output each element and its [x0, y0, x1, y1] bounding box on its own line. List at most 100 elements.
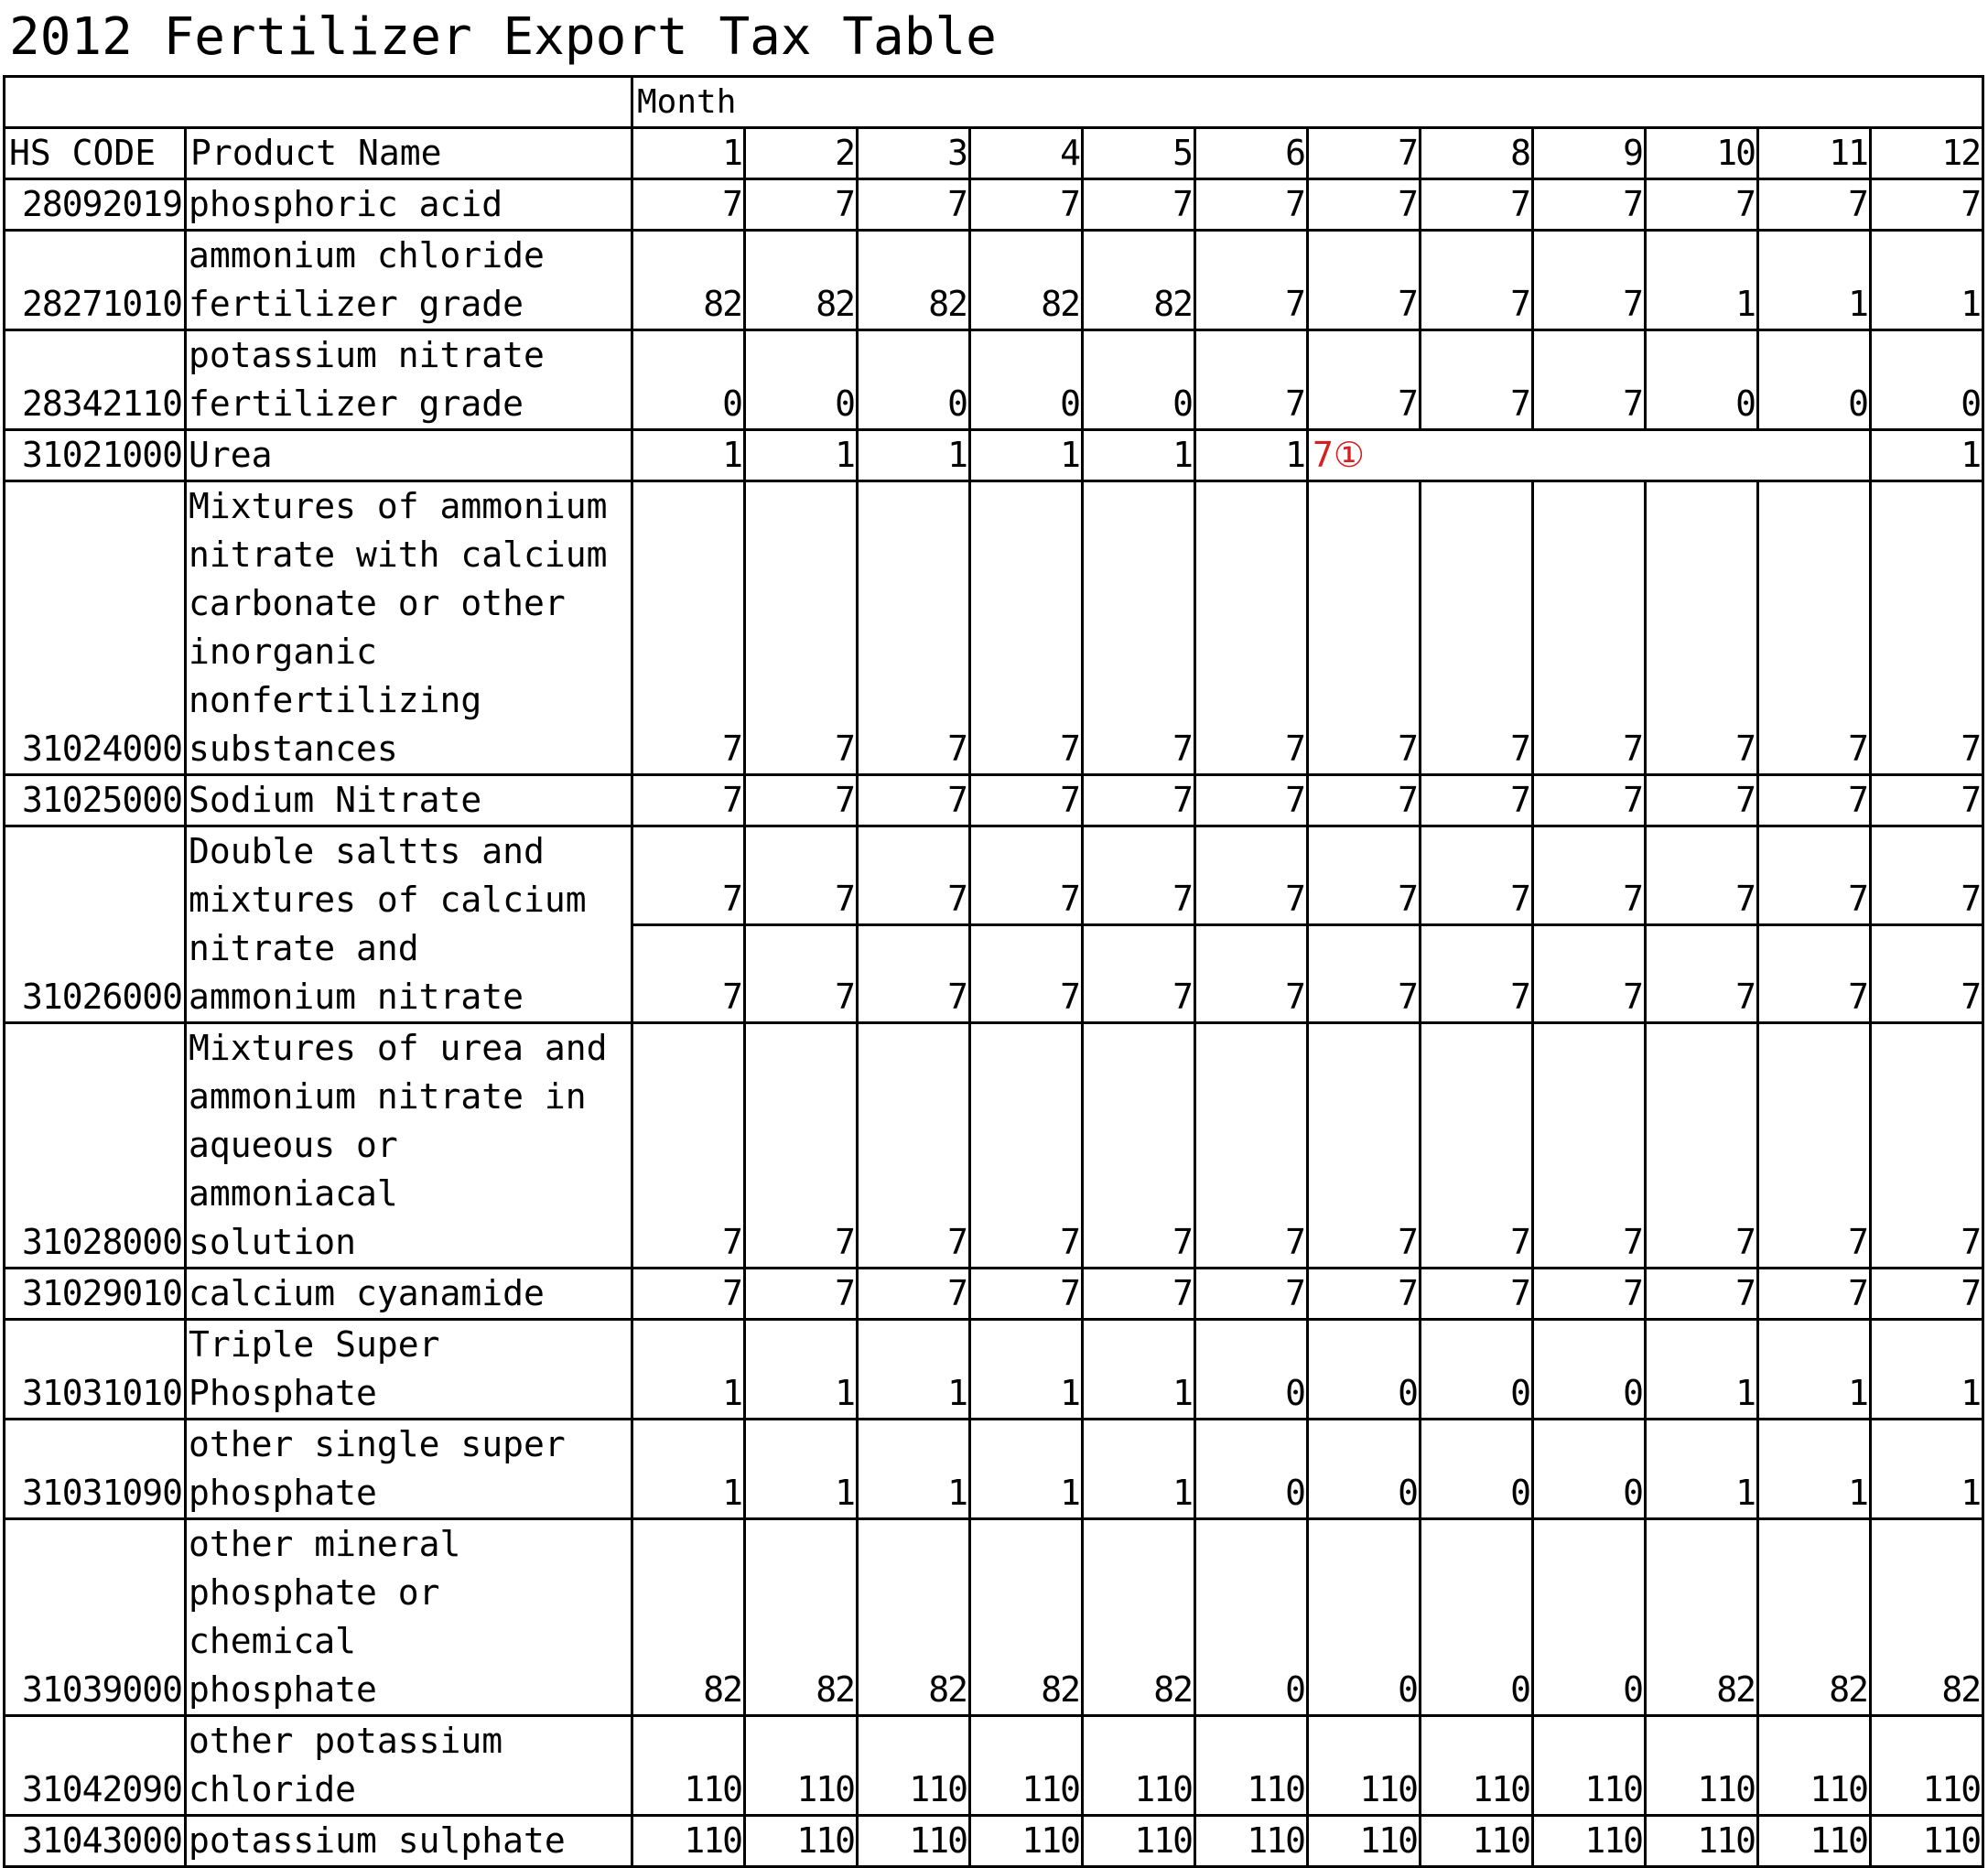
product-name-cell: Double saltts and mixtures of calcium ni…: [184, 825, 633, 1024]
tax-rate-cell: 7: [743, 178, 859, 232]
product-name-cell: other single super phosphate: [184, 1418, 633, 1520]
tax-rate-cell: 1: [968, 1418, 1084, 1520]
table-row: 31031010 Triple Super Phosphate 1 1 1 1 1 0 0 0 0 1…: [3, 1318, 1985, 1420]
tax-rate-cell: 7: [1306, 178, 1421, 232]
tax-rate-cell: 1: [743, 428, 859, 482]
month-header-10: 10: [1644, 126, 1759, 180]
tax-rate-cell: 7: [1531, 480, 1647, 776]
hs-code-cell: 31039000: [3, 1517, 187, 1717]
table-row: 31021000Urea1111117①11: [3, 428, 1985, 482]
tax-rate-cell: 7: [1868, 773, 1985, 827]
tax-rate-cell: 1: [856, 428, 971, 482]
tax-rate-cell: 7: [1081, 1267, 1196, 1321]
hs-code-cell: 31028000: [3, 1021, 187, 1269]
tax-rate-cell: 1: [1194, 428, 1309, 482]
tax-rate-cell: 0: [856, 329, 971, 431]
tax-rate-cell: 7: [631, 178, 746, 232]
table-row: 28342110 potassium nitrate fertilizer gra…: [3, 329, 1985, 431]
month-header-1: 1: [631, 126, 746, 180]
tax-rate-cell: 7: [1868, 480, 1985, 776]
hs-code-cell: 31043000: [3, 1814, 187, 1868]
tax-rate-cell: 7: [968, 178, 1084, 232]
month-header-9: 9: [1531, 126, 1647, 180]
header-blank-cell: [3, 75, 633, 129]
tax-rate-cell: 0: [1531, 1418, 1647, 1520]
product-name-cell: phosphoric acid: [184, 178, 633, 232]
hs-code-cell: 31031010: [3, 1318, 187, 1420]
tax-rate-cell: 0: [1419, 1418, 1534, 1520]
tax-rate-cell: 82: [631, 1517, 746, 1717]
hs-code-cell: 31021000: [3, 428, 187, 482]
tax-rate-cell: 7: [1081, 773, 1196, 827]
tax-rate-cell: 7: [1419, 178, 1534, 232]
tax-rate-cell: 7: [1868, 923, 1985, 1024]
tax-rate-cell: 0: [1194, 1318, 1309, 1420]
product-name-cell: ammonium chloride fertilizer grade: [184, 229, 633, 331]
month-header-2: 2: [743, 126, 859, 180]
tax-rate-cell: 7: [743, 1021, 859, 1269]
month-header-7: 7: [1306, 126, 1421, 180]
tax-rate-cell: 7: [1081, 178, 1196, 232]
tax-rate-cell: 7: [1531, 773, 1647, 827]
month-label: Month: [630, 75, 1985, 129]
hs-code-cell: 28271010: [3, 229, 187, 331]
tax-rate-cell: 110: [743, 1714, 859, 1817]
tax-rate-cell: 82: [856, 229, 971, 331]
column-header-row: HS CODE Product Name 1 2 3 4 5 6 7 8 9 10 11 12: [3, 126, 1985, 180]
tax-rate-cell: 7: [856, 825, 971, 926]
tax-rate-cell: 82: [631, 229, 746, 331]
tax-rate-cell: 7: [1644, 1267, 1759, 1321]
tax-rate-cell: 7: [1194, 178, 1309, 232]
tax-rate-cell: 7: [1306, 229, 1421, 331]
tax-rate-cell: 0: [1419, 1318, 1534, 1420]
footnote-rate-cell: 7①: [1306, 428, 1758, 482]
tax-rate-cell: 7: [1644, 773, 1759, 827]
tax-rate-cell: 1: [1868, 1318, 1985, 1420]
tax-rate-cell: 82: [1756, 1517, 1872, 1717]
hs-code-cell: 31042090: [3, 1714, 187, 1817]
tax-rate-cell: 7: [1644, 923, 1759, 1024]
tax-rate-cell: 1: [856, 1318, 971, 1420]
tax-rate-cell: 0: [1306, 1318, 1421, 1420]
month-header-6: 6: [1194, 126, 1309, 180]
tax-rate-cell: 7: [968, 1267, 1084, 1321]
hs-code-header: HS CODE: [3, 126, 187, 180]
month-header-5: 5: [1081, 126, 1196, 180]
tax-rate-cell: 7: [1868, 825, 1985, 926]
tax-rate-cell: 7: [1306, 773, 1421, 827]
tax-rate-cell: 7: [1756, 825, 1872, 926]
tax-rate-cell: 7: [856, 1021, 971, 1269]
tax-rate-cell: 110: [856, 1814, 971, 1868]
tax-rate-cell: 7: [1644, 480, 1759, 776]
tax-rate-cell: 0: [1194, 1517, 1309, 1717]
tax-rate-cell: 7: [743, 923, 859, 1024]
tax-rate-cell: 7: [1756, 480, 1872, 776]
tax-rate-cell: 1: [1081, 428, 1196, 482]
tax-rate-cell: 82: [743, 1517, 859, 1717]
product-name-header: Product Name: [184, 126, 633, 180]
tax-rate-cell: 1: [631, 1318, 746, 1420]
tax-rate-cell: 110: [968, 1714, 1084, 1817]
tax-rate-cell: 1: [1756, 1418, 1872, 1520]
tax-rate-cell: 7: [743, 1267, 859, 1321]
tax-rate-cell: 110: [631, 1714, 746, 1817]
tax-rate-cell: 0: [1419, 1517, 1534, 1717]
tax-rate-cell: 7: [631, 773, 746, 827]
product-name-cell: Mixtures of ammonium nitrate with calciu…: [184, 480, 633, 776]
tax-rate-cell: 7: [1419, 825, 1534, 926]
tax-rate-cell: 7: [1194, 773, 1309, 827]
product-name-cell: calcium cyanamide: [184, 1267, 633, 1321]
tax-rate-cell: 7: [1194, 825, 1309, 926]
tax-rate-cell: 7: [1419, 1021, 1534, 1269]
tax-rate-cell: 0: [631, 329, 746, 431]
tax-rate-cell: 7: [1756, 1267, 1872, 1321]
tax-rate-cell: 7: [1419, 480, 1534, 776]
tax-rate-cell: 110: [968, 1814, 1084, 1868]
tax-rate-cell: 82: [968, 1517, 1084, 1717]
tax-rate-cell: 82: [968, 229, 1084, 331]
tax-rate-cell: 110: [1868, 1814, 1985, 1868]
tax-rate-cell: 7: [1644, 825, 1759, 926]
tax-rate-cell: 1: [631, 428, 746, 482]
tax-rate-cell: 82: [743, 229, 859, 331]
